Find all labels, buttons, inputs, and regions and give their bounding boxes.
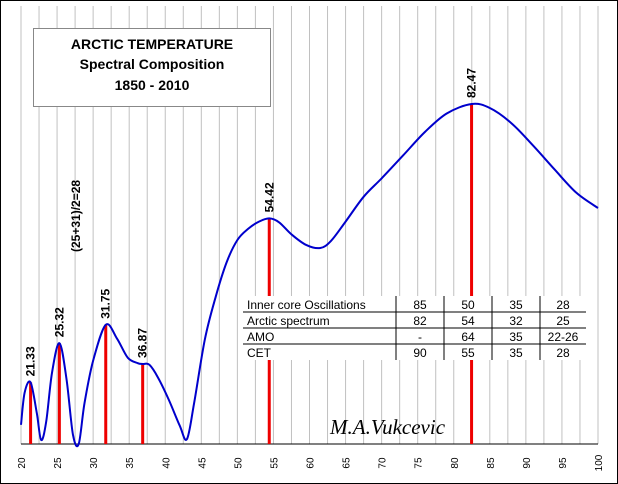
x-tick-label: 50	[233, 457, 244, 469]
peak-label: 25.32	[52, 307, 66, 337]
table-cell: 35	[509, 330, 523, 344]
table-cell: 32	[509, 314, 523, 328]
title-box: ARCTIC TEMPERATURE Spectral Composition …	[33, 28, 271, 107]
x-tick-label: 40	[161, 457, 172, 469]
peak-label: 54.42	[262, 182, 276, 212]
peak-label: 82.47	[465, 68, 479, 98]
table-cell: 55	[461, 346, 475, 360]
x-tick-label: 75	[414, 457, 425, 469]
table-cell: 85	[413, 298, 427, 312]
chart-title-line-1: ARCTIC TEMPERATURE	[71, 36, 233, 52]
comparison-table: Inner core Oscillations 85 50 35 28 Arctic sp…	[243, 296, 586, 360]
table-row-label: AMO	[247, 330, 274, 344]
x-tick-label: 60	[306, 457, 317, 469]
table-cell: 22-26	[548, 330, 579, 344]
x-tick-label: 30	[89, 457, 100, 469]
table-row-label: Inner core Oscillations	[247, 298, 366, 312]
table-cell: 35	[509, 346, 523, 360]
table-cell: 28	[556, 298, 570, 312]
x-tick-label: 55	[269, 457, 280, 469]
x-tick-label: 90	[522, 457, 533, 469]
author-signature: M.A.Vukcevic	[329, 415, 446, 439]
chart-title-line-2: Spectral Composition	[80, 56, 225, 72]
table-row-label: CET	[247, 346, 272, 360]
x-tick-label: 70	[378, 457, 389, 469]
x-tick-label: 100	[594, 454, 605, 471]
average-annotation: (25+31)/2=28	[69, 180, 83, 252]
table-cell: 28	[556, 346, 570, 360]
peak-labels: 21.33 25.32 31.75 36.87 54.42 82.47	[24, 68, 479, 377]
table-row-label: Arctic spectrum	[247, 314, 330, 328]
x-tick-label: 20	[17, 457, 28, 469]
table-cell: 54	[461, 314, 475, 328]
chart-title-line-3: 1850 - 2010	[115, 77, 190, 93]
spectrum-curve	[20, 102, 599, 448]
x-tick-label: 65	[342, 457, 353, 469]
table-cell: 50	[461, 298, 475, 312]
x-tick-label: 45	[197, 457, 208, 469]
peak-label: 31.75	[99, 288, 113, 318]
table-cell: 35	[509, 298, 523, 312]
x-tick-label: 25	[53, 457, 64, 469]
peak-lines	[29, 104, 474, 444]
x-tick-label: 80	[450, 457, 461, 469]
table-cell: 82	[413, 314, 427, 328]
table-cell: 25	[556, 314, 570, 328]
peak-label: 21.33	[24, 346, 38, 376]
x-tick-label: 35	[125, 457, 136, 469]
x-tick-label: 95	[558, 457, 569, 469]
table-cell: -	[418, 330, 422, 344]
table-cell: 90	[413, 346, 427, 360]
peak-label: 36.87	[136, 328, 150, 358]
table-cell: 64	[461, 330, 475, 344]
x-axis-ticks: 20 25 30 35 40 45 50 55 60 65 70 75 80 85 90 95 100	[17, 454, 605, 471]
x-tick-label: 85	[486, 457, 497, 469]
